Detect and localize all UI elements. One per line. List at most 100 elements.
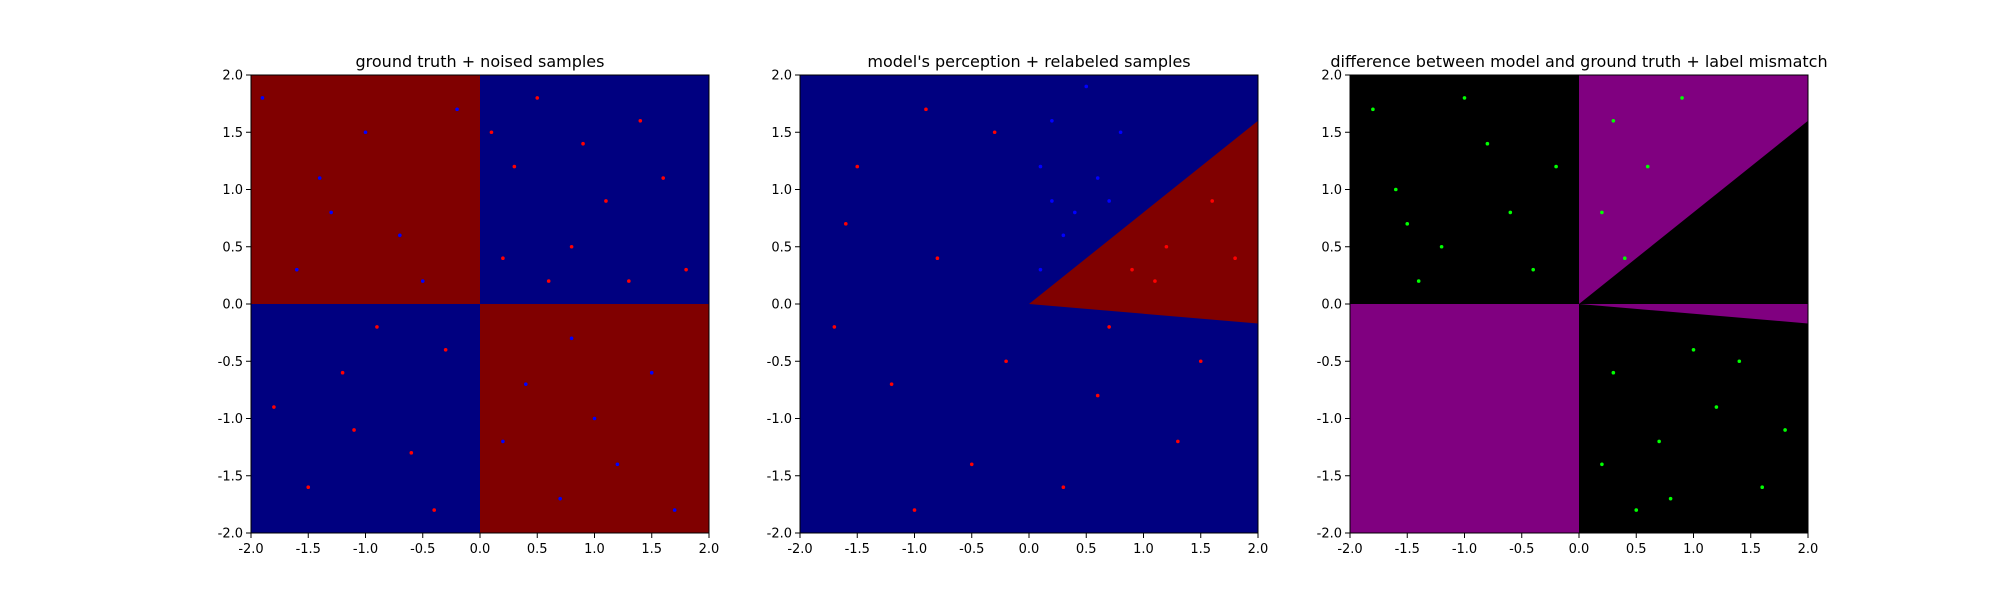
sample-point [375, 325, 379, 329]
sample-point [569, 244, 574, 249]
decision-region-4 [1579, 304, 1808, 324]
sample-point [260, 96, 265, 100]
sample-point [1714, 405, 1719, 409]
sample-point [558, 496, 562, 501]
sample-point [924, 107, 928, 112]
sample-point [1130, 267, 1134, 272]
sample-point [1680, 96, 1684, 100]
x-tick-label: 0.5 [1076, 542, 1097, 557]
sample-point [1371, 107, 1375, 112]
sample-point [855, 164, 860, 169]
y-tick-label: -1.0 [218, 412, 243, 427]
sample-point [1176, 439, 1180, 444]
sample-point [1210, 199, 1214, 203]
x-tick-label: -1.0 [1452, 542, 1477, 557]
sample-point [443, 348, 448, 352]
sample-point [1783, 428, 1787, 432]
y-tick-label: 0.5 [222, 240, 243, 255]
sample-point [1061, 485, 1066, 490]
y-tick-label: 0.0 [222, 298, 243, 313]
y-tick-label: 1.0 [1321, 183, 1342, 198]
sample-point [1485, 141, 1490, 146]
sample-point [1737, 359, 1742, 364]
x-tick-label: -2.0 [787, 542, 812, 557]
y-tick-label: -2.0 [1317, 527, 1342, 542]
plot-area [800, 75, 1258, 533]
sample-point [1760, 485, 1764, 490]
sample-point [1462, 96, 1467, 100]
sample-point [969, 462, 974, 467]
sample-point [455, 107, 459, 112]
sample-point [272, 405, 276, 409]
sample-point [524, 382, 528, 386]
chart-title: ground truth + noised samples [356, 52, 605, 71]
y-tick-label: 1.0 [771, 183, 792, 198]
y-tick-label: 0.5 [1321, 240, 1342, 255]
sample-point [501, 439, 505, 444]
sample-point [1107, 199, 1111, 203]
x-tick-label: -0.5 [959, 542, 984, 557]
decision-region-2 [480, 75, 709, 304]
sample-point [661, 176, 665, 180]
sample-point [1600, 210, 1604, 215]
sample-point [832, 325, 837, 329]
x-tick-label: 0.5 [527, 542, 548, 557]
y-tick-label: -1.5 [218, 469, 243, 484]
sample-point [672, 508, 677, 512]
sample-point [306, 485, 311, 490]
sample-point [592, 416, 597, 421]
y-tick-label: -0.5 [1317, 355, 1342, 370]
x-tick-label: 2.0 [1248, 542, 1269, 557]
sample-point [1405, 222, 1410, 226]
sample-point [363, 130, 368, 135]
y-tick-label: 1.5 [1321, 126, 1342, 141]
decision-region-2 [1029, 120, 1258, 324]
decision-region-1 [251, 75, 480, 304]
sample-point [1038, 164, 1043, 169]
y-tick-label: 2.0 [771, 69, 792, 84]
x-tick-label: 1.0 [1683, 542, 1704, 557]
y-tick-label: 0.0 [771, 298, 792, 313]
y-tick-label: 0.0 [1321, 298, 1342, 313]
sample-point [1073, 210, 1077, 215]
sample-point [1233, 256, 1237, 261]
sample-point [420, 279, 425, 283]
y-tick-label: -1.0 [767, 412, 792, 427]
sample-point [627, 279, 631, 283]
sample-point [684, 267, 688, 272]
sample-point [1394, 187, 1398, 192]
sample-point [432, 508, 437, 512]
sample-point [1634, 508, 1639, 512]
y-tick-label: 1.5 [771, 126, 792, 141]
sample-point [1416, 279, 1421, 283]
sample-point [649, 370, 654, 375]
y-tick-label: 0.5 [771, 240, 792, 255]
y-tick-label: -2.0 [767, 527, 792, 542]
x-tick-label: 0.5 [1626, 542, 1647, 557]
sample-point [615, 462, 620, 467]
sample-point [352, 428, 356, 432]
sample-point [1611, 119, 1616, 123]
sample-point [889, 382, 894, 386]
x-tick-label: 1.5 [1740, 542, 1761, 557]
x-tick-label: -0.5 [410, 542, 435, 557]
sample-point [1164, 244, 1169, 249]
chart-title: difference between model and ground trut… [1330, 52, 1827, 71]
chart-panel-2: -2.0-2.0 -1.5 -1.5 -1.0 -1.0 -0.5 -0.5 0.0 0.0 0.… [767, 52, 1269, 557]
x-tick-label: 1.5 [641, 542, 662, 557]
sample-point [581, 141, 585, 146]
y-tick-label: -0.5 [218, 355, 243, 370]
sample-point [398, 233, 402, 238]
y-tick-label: 2.0 [222, 69, 243, 84]
sample-point [317, 176, 322, 180]
x-tick-label: -2.0 [1337, 542, 1362, 557]
sample-point [489, 130, 494, 135]
x-tick-label: 1.0 [1133, 542, 1154, 557]
y-tick-label: -0.5 [767, 355, 792, 370]
sample-point [1084, 84, 1089, 89]
sample-point [1038, 267, 1043, 272]
chart-title: model's perception + relabeled samples [867, 52, 1190, 71]
sample-point [1050, 199, 1054, 203]
sample-point [512, 164, 517, 169]
